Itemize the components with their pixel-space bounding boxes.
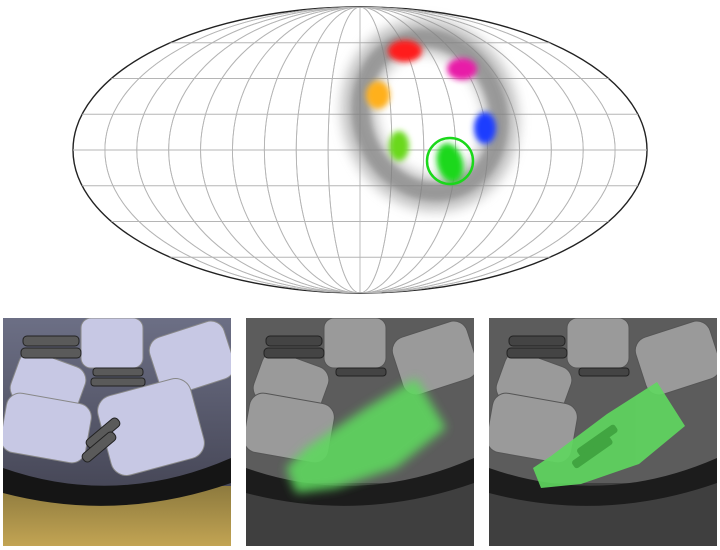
cluster-green <box>436 143 464 183</box>
photo-panel-soft-highlight <box>246 318 474 546</box>
cluster-red <box>388 40 422 62</box>
photo-panel-sharp-highlight <box>489 318 717 546</box>
cluster-blue <box>474 112 496 144</box>
selection-ring <box>425 136 475 186</box>
mollweide-projection <box>72 6 648 294</box>
photo-panel-original <box>3 318 231 546</box>
robot-wheel-green-highlight-sharp <box>489 318 717 546</box>
cluster-magenta <box>447 58 477 80</box>
robot-wheel-color-photo <box>3 318 231 546</box>
cluster-yellow-green <box>389 131 409 161</box>
robot-wheel-green-highlight-soft <box>246 318 474 546</box>
cluster-orange <box>366 81 390 109</box>
